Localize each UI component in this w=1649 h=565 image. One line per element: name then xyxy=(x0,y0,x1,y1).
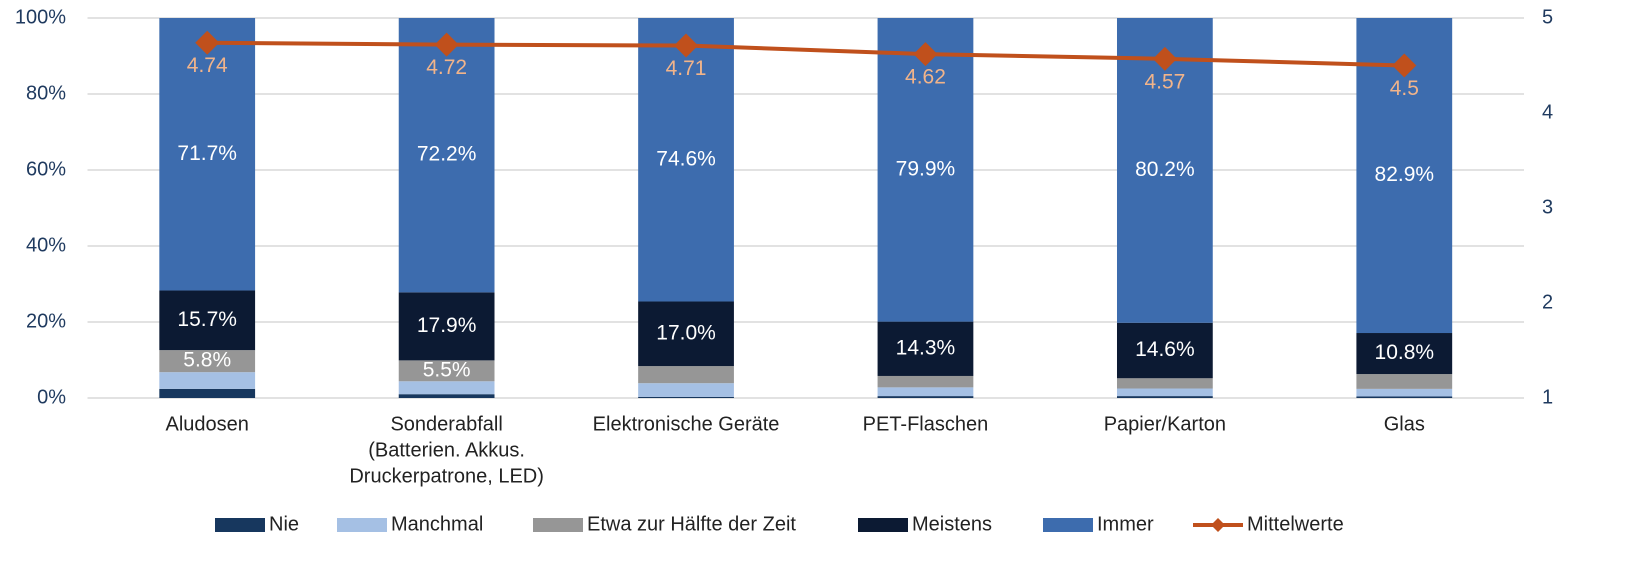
data-label: 14.6% xyxy=(1135,338,1195,361)
legend-swatch xyxy=(215,518,265,532)
legend-swatch xyxy=(1043,518,1093,532)
data-label: 15.7% xyxy=(177,308,237,331)
data-label: 80.2% xyxy=(1135,158,1195,181)
line-marker xyxy=(674,33,699,58)
line-marker xyxy=(195,30,220,55)
bar-segment xyxy=(638,383,734,397)
bar-segment xyxy=(877,321,974,376)
bar-segment xyxy=(398,18,495,293)
bar-segment xyxy=(159,350,256,373)
legend-swatch xyxy=(533,518,583,532)
bar-segment xyxy=(398,292,495,361)
x-tick-label: Druckerpatrone, LED) xyxy=(349,465,544,487)
x-tick-label: Elektronische Geräte xyxy=(593,413,780,435)
legend-marker xyxy=(1211,518,1225,532)
bar-segment xyxy=(398,360,495,382)
data-label: 4.71 xyxy=(666,57,707,80)
line-marker xyxy=(434,32,459,57)
bar-segment xyxy=(159,290,256,351)
bar-segment xyxy=(638,396,734,398)
bar-segment xyxy=(638,18,734,302)
bar-segment xyxy=(877,396,974,398)
legend-label: Etwa zur Hälfte der Zeit xyxy=(587,513,796,535)
y-tick-label: 20% xyxy=(26,310,66,332)
y-tick-label: 60% xyxy=(26,158,66,180)
bar-segment xyxy=(159,388,256,398)
bar-segment xyxy=(638,301,734,367)
x-tick-label: PET-Flaschen xyxy=(863,413,989,435)
bar-segment xyxy=(1356,333,1453,375)
line-marker xyxy=(1392,53,1417,78)
bar-segment xyxy=(1116,388,1213,397)
data-label: 4.74 xyxy=(187,54,228,77)
bar-segment xyxy=(877,387,974,397)
data-label: 5.5% xyxy=(423,358,471,381)
bar-segment xyxy=(1116,396,1213,398)
data-label: 71.7% xyxy=(177,142,237,165)
x-tick-label: Sonderabfall xyxy=(390,413,502,435)
y2-tick-label: 5 xyxy=(1542,6,1553,28)
data-label: 4.5 xyxy=(1390,77,1419,100)
data-label: 82.9% xyxy=(1375,163,1435,186)
bar-segment xyxy=(1116,378,1213,389)
legend-label: Immer xyxy=(1097,513,1154,535)
bar-segment xyxy=(1356,374,1453,389)
y2-tick-label: 2 xyxy=(1542,291,1553,313)
y2-tick-label: 3 xyxy=(1542,196,1553,218)
bar-segment xyxy=(398,381,495,395)
line xyxy=(207,40,1405,68)
data-label: 17.0% xyxy=(656,321,716,344)
x-tick-label: (Batterien. Akkus. xyxy=(368,439,525,461)
bar-segment xyxy=(1116,322,1213,379)
data-label: 4.57 xyxy=(1144,70,1185,93)
data-label: 4.72 xyxy=(426,56,467,79)
bar-segment xyxy=(1356,396,1453,398)
data-label: 72.2% xyxy=(417,143,477,166)
x-tick-label: Aludosen xyxy=(166,413,249,435)
x-tick-label: Papier/Karton xyxy=(1104,413,1226,435)
y-tick-label: 100% xyxy=(15,6,66,28)
bar-segment xyxy=(398,394,495,398)
data-label: 17.9% xyxy=(417,314,477,337)
data-label: 4.62 xyxy=(905,66,946,89)
legend-label: Mittelwerte xyxy=(1247,513,1344,535)
data-label: 74.6% xyxy=(656,147,716,170)
y2-tick-label: 4 xyxy=(1542,101,1553,123)
legend-label: Meistens xyxy=(912,513,992,535)
data-label: 79.9% xyxy=(896,157,956,180)
legend-swatch xyxy=(858,518,908,532)
y-tick-label: 40% xyxy=(26,234,66,256)
bar-segment xyxy=(159,372,256,389)
legend-swatch xyxy=(337,518,387,532)
data-label: 5.8% xyxy=(183,349,231,372)
bar-segment xyxy=(877,18,974,322)
bar-segment xyxy=(159,18,256,291)
bar-segment xyxy=(1356,388,1453,397)
y2-tick-label: 1 xyxy=(1542,386,1553,408)
x-tick-label: Glas xyxy=(1384,413,1425,435)
line-marker xyxy=(1152,46,1177,71)
data-label: 10.8% xyxy=(1375,341,1435,364)
data-label: 14.3% xyxy=(896,336,956,359)
bar-segment xyxy=(877,375,974,388)
line-marker xyxy=(913,42,938,67)
y-tick-label: 80% xyxy=(26,82,66,104)
legend-label: Manchmal xyxy=(391,513,483,535)
y-tick-label: 0% xyxy=(37,386,66,408)
bar-segment xyxy=(638,366,734,384)
legend-label: Nie xyxy=(269,513,299,535)
